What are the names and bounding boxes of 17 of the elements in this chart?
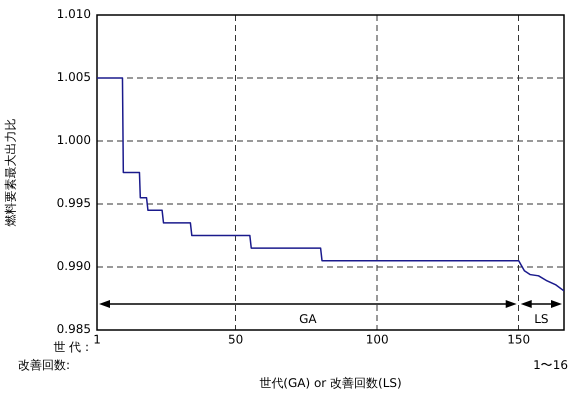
text: 改善回数:	[18, 358, 70, 372]
annotation: GA	[299, 312, 318, 326]
x-tick-label: 150	[507, 332, 530, 346]
x-tick-label: 100	[366, 332, 389, 346]
y-tick-label: 1.005	[56, 70, 91, 84]
x-tick-label: 1	[93, 332, 101, 346]
y-tick-label: 0.985	[56, 322, 91, 336]
y-tick-label: 1.010	[56, 7, 91, 22]
text: 1〜16	[533, 358, 568, 372]
y-tick-label: 0.990	[56, 259, 91, 274]
annotation: LS	[534, 312, 549, 326]
y-tick-label: 1.000	[56, 133, 91, 148]
x-tick-label: 50	[228, 332, 244, 346]
x-axis-title: 世代(GA) or 改善回数(LS)	[259, 376, 402, 390]
y-tick-label: 0.995	[56, 196, 91, 210]
y-axis-title: 燃料要素最大出力比	[3, 118, 18, 226]
text: 世 代 :	[53, 340, 89, 354]
